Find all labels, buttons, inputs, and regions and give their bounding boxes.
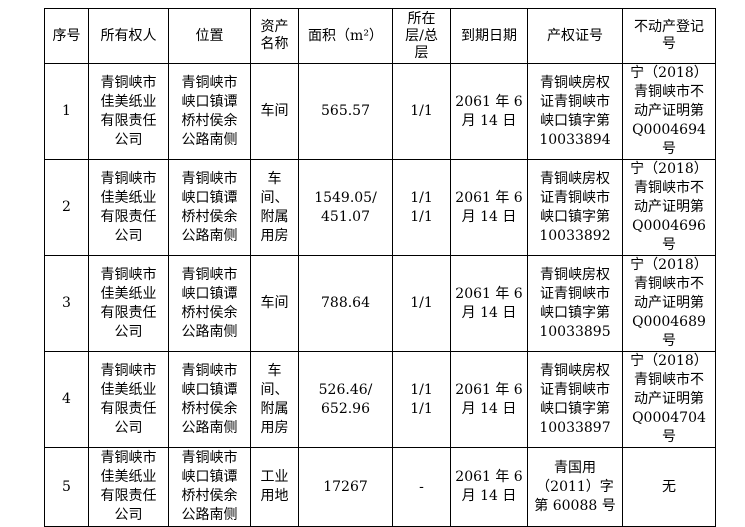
cell-expiry-date: 2061 年 6 月 14 日	[450, 255, 528, 352]
cell-certificate-no: 青国用 （2011）字 第 60088 号	[527, 447, 623, 527]
cell-area: 17267	[298, 447, 393, 527]
table-row: 4 青铜峡市 佳美纸业 有限责任 公司 青铜峡市 峡口镇谭 桥村侯余 公路南侧 …	[44, 351, 716, 448]
cell-floor: -	[392, 447, 451, 527]
cell-floor: 1/1 1/1	[392, 159, 451, 256]
cell-registration-no: 宁（2018） 青铜峡市不 动产证明第 Q0004696 号	[622, 159, 716, 256]
cell-area: 1549.05/ 451.07	[298, 159, 393, 256]
cell-owner: 青铜峡市 佳美纸业 有限责任 公司	[88, 255, 169, 352]
header-asset-name: 资产 名称	[250, 8, 299, 64]
cell-asset-name: 车 间、 附属 用房	[250, 159, 299, 256]
cell-floor: 1/1 1/1	[392, 351, 451, 448]
table-row: 3 青铜峡市 佳美纸业 有限责任 公司 青铜峡市 峡口镇谭 桥村侯余 公路南侧 …	[44, 255, 716, 352]
cell-asset-name: 工业 用地	[250, 447, 299, 527]
cell-asset-name: 车间	[250, 63, 299, 160]
cell-expiry-date: 2061 年 6 月 14 日	[450, 63, 528, 160]
cell-floor: 1/1	[392, 255, 451, 352]
cell-serial: 4	[44, 351, 89, 448]
header-registration-no: 不动产登记 号	[622, 8, 716, 64]
table-row: 5 青铜峡市 佳美纸业 有限责任 公司 青铜峡市 峡口镇谭 桥村侯余 公路南侧 …	[44, 447, 716, 527]
cell-owner: 青铜峡市 佳美纸业 有限责任 公司	[88, 159, 169, 256]
cell-area: 526.46/ 652.96	[298, 351, 393, 448]
asset-table: 序号 所有权人 位置 资产 名称 面积（m²） 所在 层/总 层 到期日期 产权…	[44, 8, 716, 527]
cell-area: 565.57	[298, 63, 393, 160]
cell-serial: 5	[44, 447, 89, 527]
cell-location: 青铜峡市 峡口镇谭 桥村侯余 公路南侧	[168, 447, 251, 527]
cell-serial: 3	[44, 255, 89, 352]
cell-location: 青铜峡市 峡口镇谭 桥村侯余 公路南侧	[168, 351, 251, 448]
cell-owner: 青铜峡市 佳美纸业 有限责任 公司	[88, 351, 169, 448]
header-owner: 所有权人	[88, 8, 169, 64]
table-row: 1 青铜峡市 佳美纸业 有限责任 公司 青铜峡市 峡口镇谭 桥村侯余 公路南侧 …	[44, 63, 716, 160]
header-area: 面积（m²）	[298, 8, 393, 64]
cell-owner: 青铜峡市 佳美纸业 有限责任 公司	[88, 447, 169, 527]
table-row: 2 青铜峡市 佳美纸业 有限责任 公司 青铜峡市 峡口镇谭 桥村侯余 公路南侧 …	[44, 159, 716, 256]
asset-table-container: 序号 所有权人 位置 资产 名称 面积（m²） 所在 层/总 层 到期日期 产权…	[44, 8, 716, 527]
cell-registration-no: 宁（2018） 青铜峡市不 动产证明第 Q0004704 号	[622, 351, 716, 448]
cell-area: 788.64	[298, 255, 393, 352]
cell-expiry-date: 2061 年 6 月 14 日	[450, 447, 528, 527]
cell-location: 青铜峡市 峡口镇谭 桥村侯余 公路南侧	[168, 255, 251, 352]
cell-serial: 2	[44, 159, 89, 256]
cell-certificate-no: 青铜峡房权 证青铜峡市 峡口镇字第 10033895	[527, 255, 623, 352]
cell-certificate-no: 青铜峡房权 证青铜峡市 峡口镇字第 10033892	[527, 159, 623, 256]
header-certificate-no: 产权证号	[527, 8, 623, 64]
cell-certificate-no: 青铜峡房权 证青铜峡市 峡口镇字第 10033897	[527, 351, 623, 448]
cell-registration-no: 宁（2018） 青铜峡市不 动产证明第 Q0004689 号	[622, 255, 716, 352]
cell-certificate-no: 青铜峡房权 证青铜峡市 峡口镇字第 10033894	[527, 63, 623, 160]
header-floor: 所在 层/总 层	[392, 8, 451, 64]
cell-asset-name: 车间	[250, 255, 299, 352]
header-serial: 序号	[44, 8, 89, 64]
cell-registration-no: 无	[622, 447, 716, 527]
header-row: 序号 所有权人 位置 资产 名称 面积（m²） 所在 层/总 层 到期日期 产权…	[44, 8, 716, 64]
cell-floor: 1/1	[392, 63, 451, 160]
header-location: 位置	[168, 8, 251, 64]
cell-serial: 1	[44, 63, 89, 160]
cell-owner: 青铜峡市 佳美纸业 有限责任 公司	[88, 63, 169, 160]
cell-expiry-date: 2061 年 6 月 14 日	[450, 159, 528, 256]
cell-expiry-date: 2061 年 6 月 14 日	[450, 351, 528, 448]
cell-location: 青铜峡市 峡口镇谭 桥村侯余 公路南侧	[168, 63, 251, 160]
cell-registration-no: 宁（2018） 青铜峡市不 动产证明第 Q0004694 号	[622, 63, 716, 160]
header-expiry-date: 到期日期	[450, 8, 528, 64]
cell-asset-name: 车 间、 附属 用房	[250, 351, 299, 448]
cell-location: 青铜峡市 峡口镇谭 桥村侯余 公路南侧	[168, 159, 251, 256]
